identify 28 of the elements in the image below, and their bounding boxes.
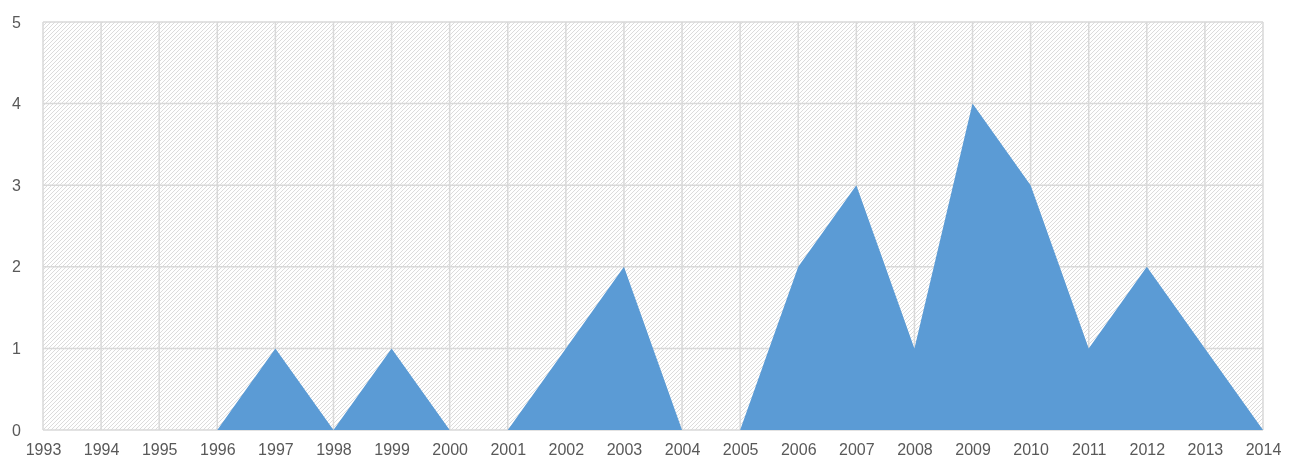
y-tick-label: 5 — [12, 13, 22, 31]
x-tick-label: 2001 — [490, 441, 527, 459]
x-tick-label: 2009 — [955, 441, 991, 459]
x-tick-label: 1995 — [141, 441, 178, 459]
x-tick-label: 2007 — [839, 441, 875, 459]
x-tick-label: 1998 — [316, 441, 352, 459]
x-tick-label: 1999 — [374, 441, 410, 459]
x-tick-label: 2014 — [1245, 441, 1282, 459]
x-tick-label: 2002 — [548, 441, 585, 459]
x-tick-label: 2011 — [1072, 441, 1107, 459]
x-tick-label: 1996 — [199, 441, 236, 459]
x-tick-label: 2006 — [780, 441, 817, 459]
x-tick-label: 2010 — [1013, 441, 1050, 459]
y-tick-label: 2 — [12, 258, 22, 276]
x-tick-label: 2004 — [664, 441, 701, 459]
x-tick-label: 2005 — [722, 441, 759, 459]
x-tick-label: 1997 — [258, 441, 294, 459]
x-tick-label: 2008 — [897, 441, 933, 459]
x-tick-label: 2000 — [432, 441, 469, 459]
y-tick-label: 1 — [12, 340, 22, 358]
x-tick-label: 2012 — [1129, 441, 1166, 459]
y-tick-label: 4 — [12, 95, 22, 113]
x-tick-label: 2013 — [1187, 441, 1224, 459]
x-tick-label: 1993 — [25, 441, 62, 459]
y-tick-label: 0 — [12, 421, 22, 439]
x-tick-label: 1994 — [83, 441, 120, 459]
x-tick-label: 2003 — [606, 441, 643, 459]
y-tick-label: 3 — [12, 176, 22, 194]
